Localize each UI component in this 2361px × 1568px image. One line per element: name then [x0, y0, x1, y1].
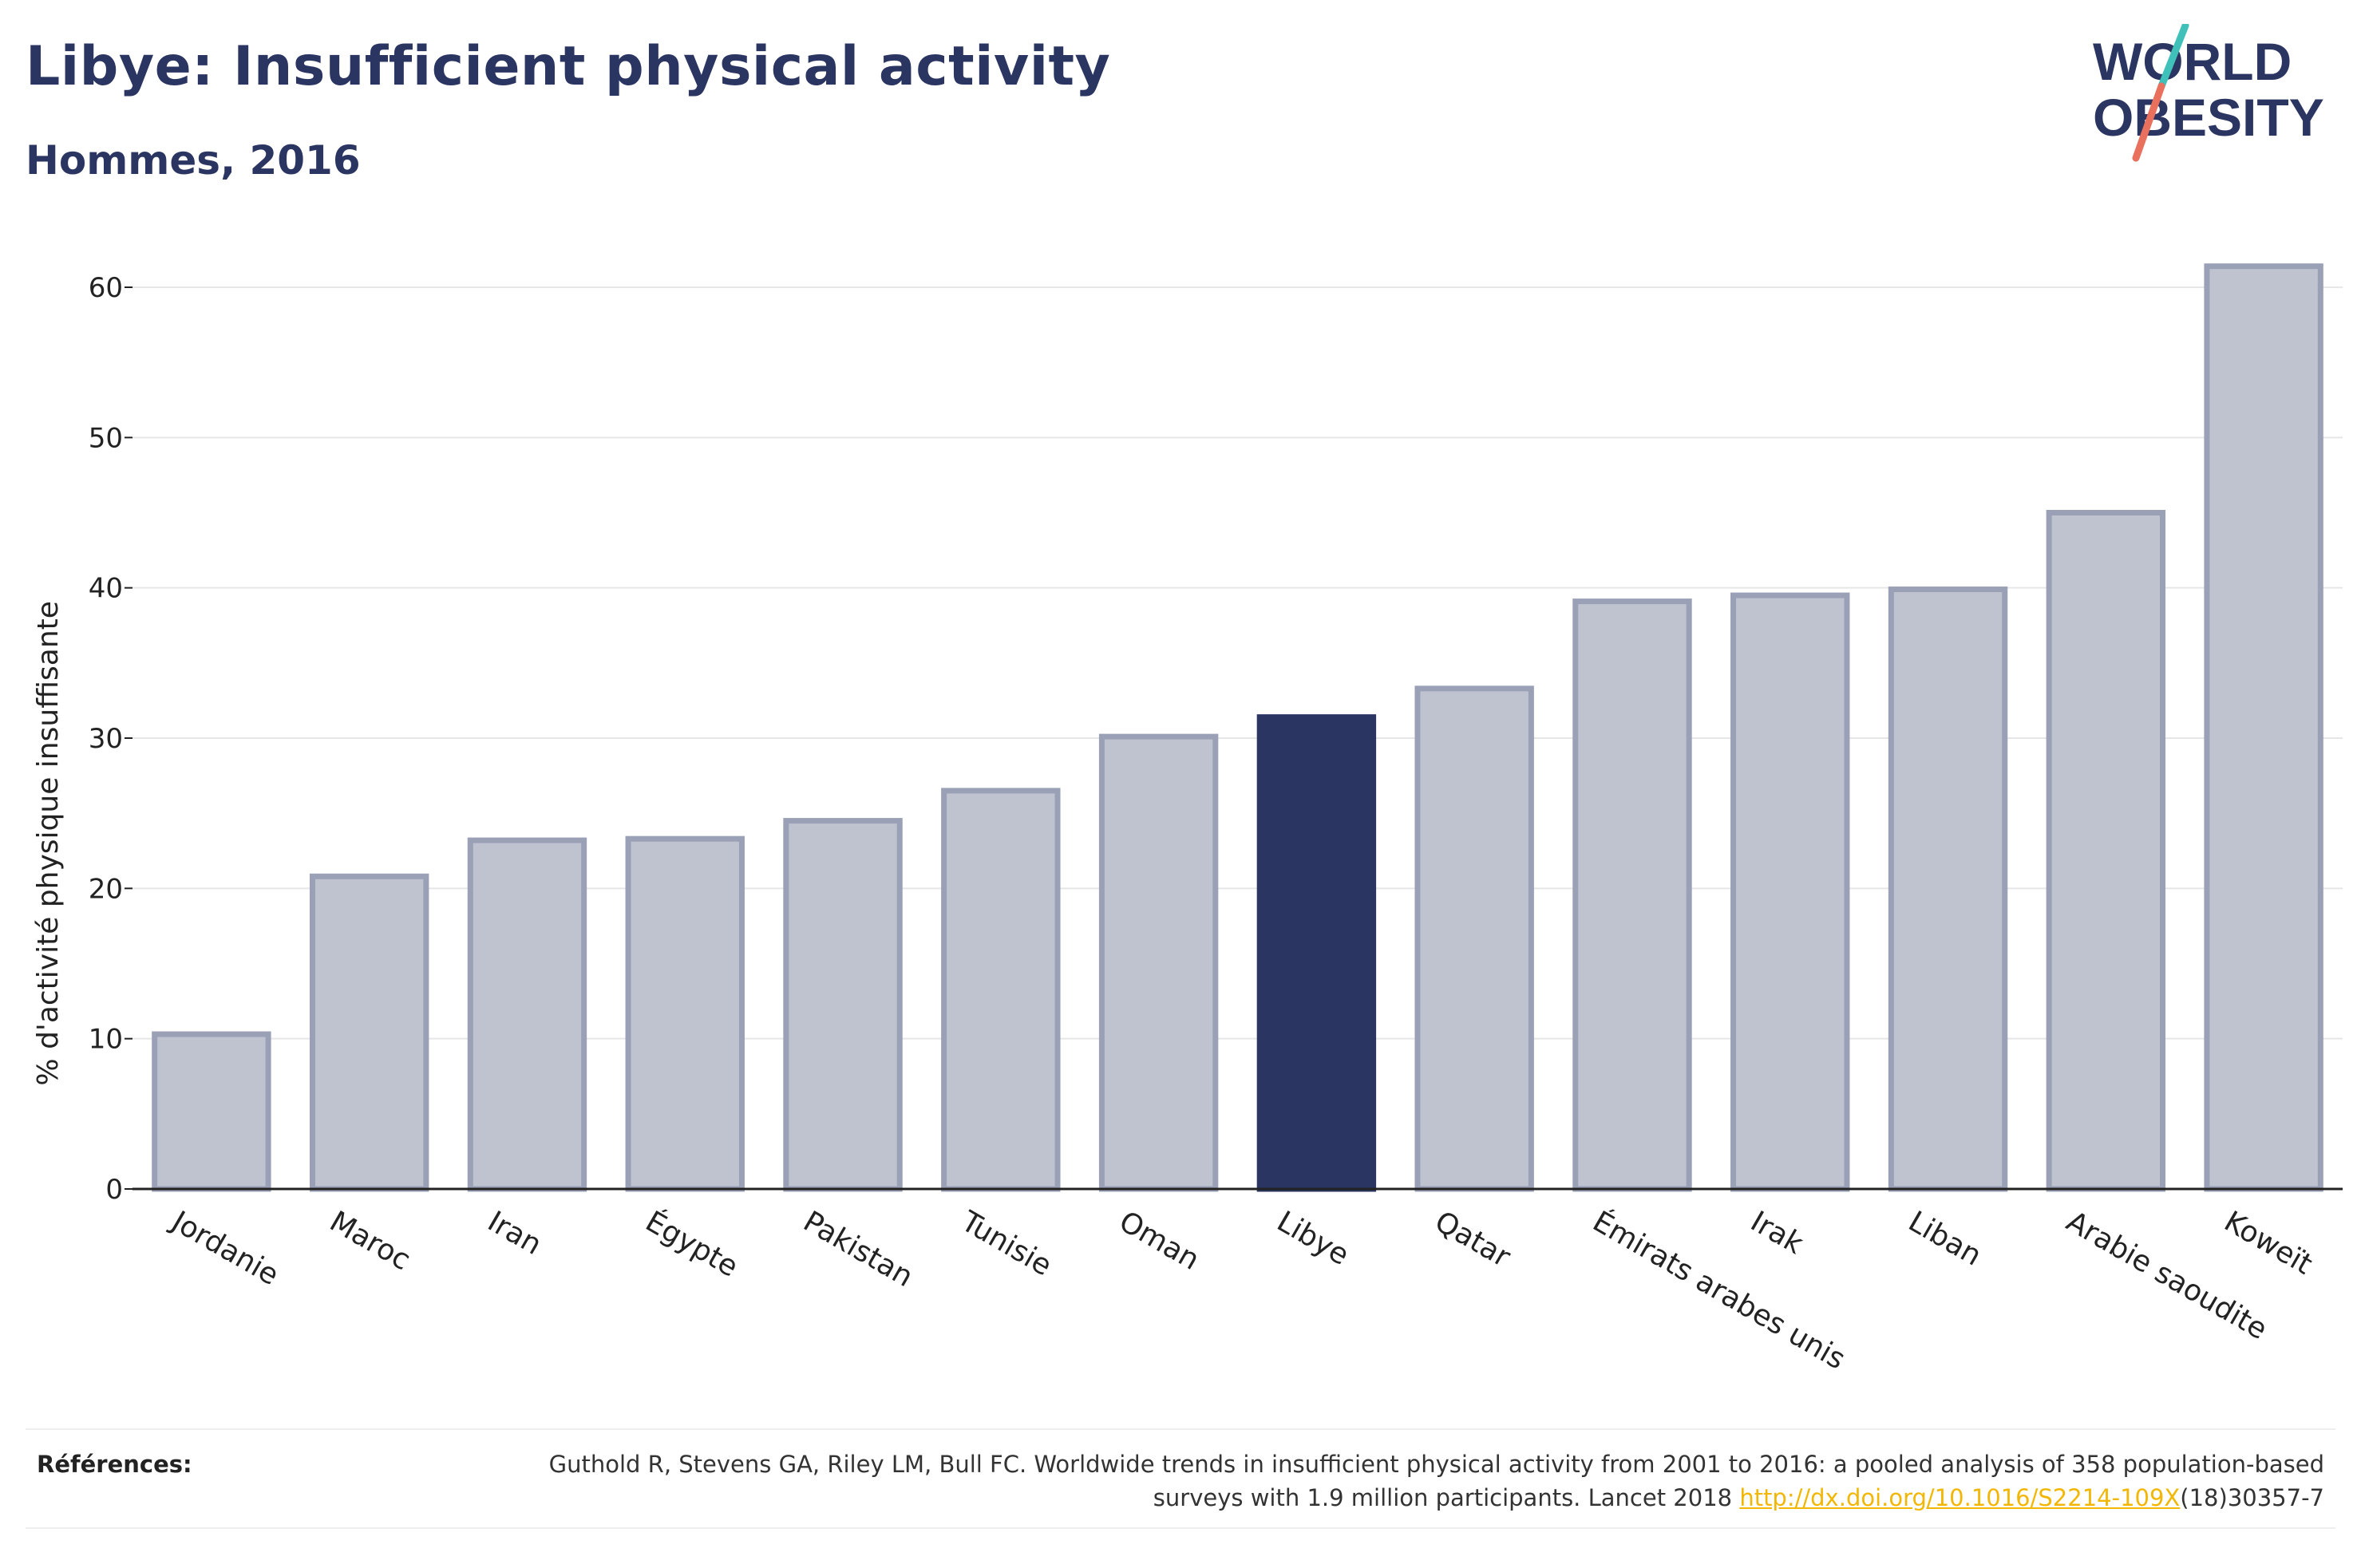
x-axis-ticks: Jordanie Maroc Iran Égypte Pakistan Tunisie Om…	[165, 1204, 2318, 1376]
world-obesity-logo: WORLD OBESITY	[2093, 24, 2324, 162]
x-tick-label: Libye	[1271, 1205, 1355, 1272]
bar-iran	[467, 837, 587, 1192]
bar-liban	[1888, 587, 2008, 1192]
bars	[152, 263, 2323, 1192]
bar-libye	[1256, 714, 1377, 1192]
bar-jordanie	[152, 1031, 271, 1192]
y-tick-label: 30	[89, 723, 123, 755]
y-tick-label: 60	[89, 272, 123, 304]
references-label: Références:	[37, 1451, 192, 1478]
y-tick-label: 0	[105, 1174, 123, 1206]
chart-title: Libye: Insufficient physical activity	[26, 35, 1111, 98]
gridlines	[132, 286, 2343, 1040]
bar-oman	[1098, 733, 1219, 1192]
references-text: Guthold R, Stevens GA, Riley LM, Bull FC…	[488, 1448, 2324, 1515]
bar-irak	[1730, 592, 1850, 1192]
bar-arabie-saoudite	[2046, 510, 2166, 1192]
bar-égypte	[625, 835, 745, 1192]
y-tick-label: 50	[89, 422, 123, 454]
logo-slash-top	[2157, 24, 2189, 90]
y-axis-label: % d'activité physique insuffisante	[32, 601, 65, 1085]
x-tick-label: Iran	[482, 1205, 547, 1262]
x-tick-label: Qatar	[1430, 1205, 1516, 1274]
logo-line-obesity: OBESITY	[2093, 88, 2324, 147]
x-tick-label: Pakistan	[798, 1205, 919, 1294]
x-tick-label: Maroc	[324, 1205, 416, 1277]
chart-subtitle: Hommes, 2016	[26, 137, 361, 184]
bar-chart: 0 10 20 30 40 50 60 Jordanie Maroc Iran Égypte Pak…	[32, 263, 2343, 1376]
x-tick-label: Irak	[1745, 1205, 1809, 1261]
bar-koweït	[2204, 263, 2323, 1192]
x-tick-label: Tunisie	[955, 1205, 1057, 1283]
y-axis-ticks: 0 10 20 30 40 50 60	[89, 272, 132, 1206]
x-tick-label: Égypte	[640, 1204, 744, 1283]
x-tick-label: Jordanie	[165, 1204, 284, 1292]
references-box: Références: Guthold R, Stevens GA, Riley…	[26, 1428, 2335, 1529]
bar-pakistan	[783, 818, 903, 1192]
bar-tunisie	[941, 788, 1061, 1192]
reference-doi-link[interactable]: http://dx.doi.org/10.1016/S2214-109X	[1739, 1484, 2181, 1511]
reference-citation: Guthold R, Stevens GA, Riley LM, Bull FC…	[548, 1451, 2324, 1511]
bar-maroc	[309, 873, 429, 1192]
logo-slash-bottom	[2132, 82, 2165, 162]
x-tick-label: Liban	[1903, 1205, 1987, 1272]
x-tick-label: Émirats arabes unis	[1587, 1204, 1851, 1376]
bar-qatar	[1414, 685, 1534, 1192]
reference-citation-end: (18)30357-7	[2180, 1484, 2324, 1511]
y-tick-label: 40	[89, 573, 123, 605]
y-tick-label: 10	[89, 1024, 123, 1056]
bar-émirats-arabes-unis	[1572, 598, 1692, 1192]
logo-line-world: WORLD	[2093, 32, 2292, 91]
x-tick-label: Oman	[1113, 1205, 1204, 1277]
x-tick-label: Koweït	[2219, 1205, 2318, 1281]
y-tick-label: 20	[89, 873, 123, 905]
